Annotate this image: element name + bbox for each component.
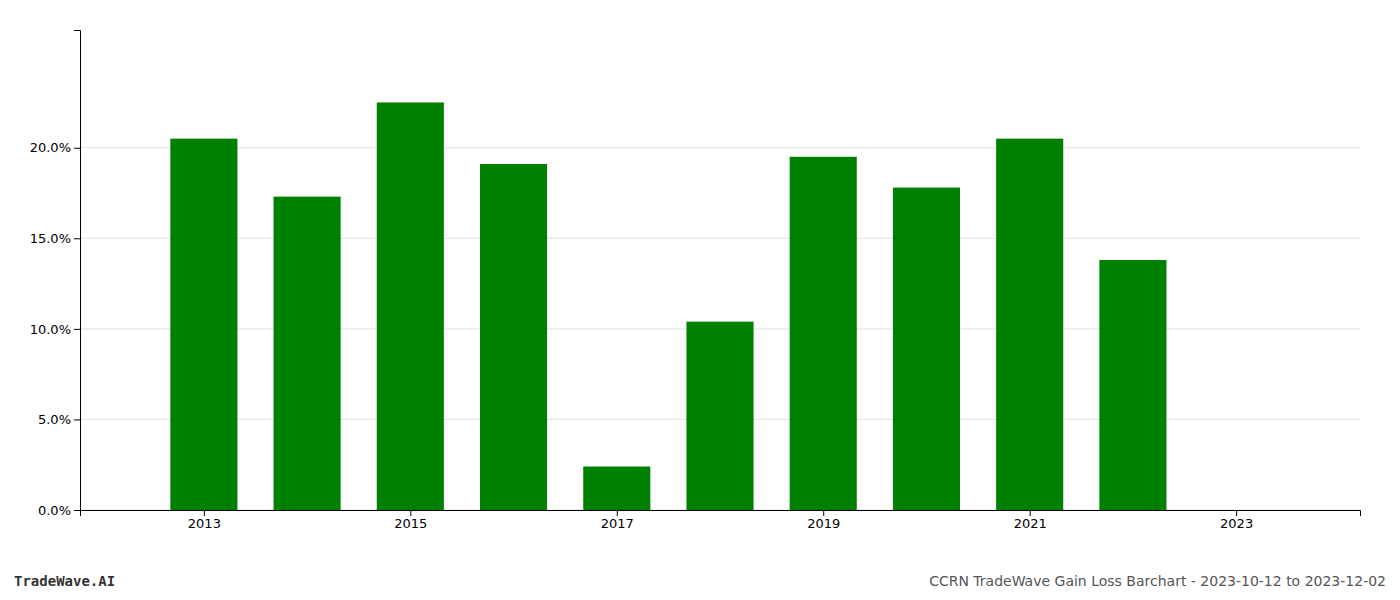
x-tick: 2017 [601,510,634,531]
tick-mark [1236,510,1237,516]
y-tick: 10.0% [30,322,80,337]
chart-title: CCRN TradeWave Gain Loss Barchart - 2023… [929,573,1386,589]
bar [377,102,444,510]
tick-label: 10.0% [30,322,71,337]
tick-label: 2023 [1220,516,1253,531]
tick-mark [74,329,80,330]
bar [893,188,960,510]
tick-label: 2017 [601,516,634,531]
bar [790,157,857,510]
tick-mark [74,238,80,239]
y-tick: 15.0% [30,231,80,246]
y-tick: 5.0% [38,412,80,427]
tick-label: 2021 [1014,516,1047,531]
bar [996,139,1063,510]
tick-mark [617,510,618,516]
footer-annotation: TradeWave.AI [14,573,115,589]
tick-mark [204,510,205,516]
tick-label: 5.0% [38,412,71,427]
y-tick: 20.0% [30,140,80,155]
tick-label: 20.0% [30,140,71,155]
tick-mark [410,510,411,516]
tick-mark [74,148,80,149]
tick-label: 2015 [394,516,427,531]
bar [686,322,753,510]
tick-mark [823,510,824,516]
tick-label: 15.0% [30,231,71,246]
bar [274,197,341,510]
x-tick: 2019 [807,510,840,531]
x-tick: 2023 [1220,510,1253,531]
tick-label: 2019 [807,516,840,531]
axis-line [74,31,81,511]
x-tick: 2013 [188,510,221,531]
bar [480,164,547,510]
grid-line [80,238,1360,239]
x-tick: 2021 [1014,510,1047,531]
tick-mark [74,510,80,511]
bar [583,467,650,510]
grid-line [80,147,1360,148]
bar [170,139,237,510]
plot-area: 2013 2015 2017 2019 2021 2023 0.0% 5.0% 10.0% 15.… [30,31,1361,532]
tick-mark [74,419,80,420]
y-axis: 0.0% 5.0% 10.0% 15.0% 20.0% [30,31,81,518]
tick-mark [1030,510,1031,516]
tick-label: 0.0% [38,503,71,518]
grid [80,148,1360,510]
x-axis: 2013 2015 2017 2019 2021 2023 [81,510,1361,531]
y-tick: 0.0% [38,503,80,518]
x-tick: 2015 [394,510,427,531]
axis-line [81,511,1361,517]
bar [1099,260,1166,510]
bars [170,102,1166,510]
tick-label: 2013 [188,516,221,531]
chart-svg: 2013 2015 2017 2019 2021 2023 0.0% 5.0% 10.0% 15.… [0,0,1400,600]
